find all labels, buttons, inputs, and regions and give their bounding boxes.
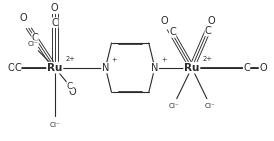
Text: +: + <box>112 57 117 63</box>
Text: Cl⁻: Cl⁻ <box>169 103 179 109</box>
Text: O: O <box>259 63 267 73</box>
Text: Cl⁻: Cl⁻ <box>204 103 215 109</box>
Text: Ru: Ru <box>47 63 62 73</box>
Text: O: O <box>51 4 59 13</box>
Text: N: N <box>151 63 158 73</box>
Text: C: C <box>169 27 176 37</box>
Text: C: C <box>243 63 250 73</box>
Text: Ru: Ru <box>184 63 199 73</box>
Text: +: + <box>161 57 166 63</box>
Text: O: O <box>19 13 27 23</box>
Text: 2+: 2+ <box>65 56 75 62</box>
Text: N: N <box>102 63 109 73</box>
Text: Cl⁻: Cl⁻ <box>27 41 38 47</box>
Text: 2+: 2+ <box>202 56 212 62</box>
Text: C: C <box>52 18 58 27</box>
Text: O: O <box>161 16 168 26</box>
Text: C: C <box>67 81 73 91</box>
Text: C: C <box>15 63 21 73</box>
Text: C: C <box>32 33 38 43</box>
Text: O: O <box>7 63 15 73</box>
Text: O: O <box>207 16 215 26</box>
Text: O: O <box>69 87 76 97</box>
Text: C: C <box>205 26 212 36</box>
Text: Cl⁻: Cl⁻ <box>49 123 60 128</box>
